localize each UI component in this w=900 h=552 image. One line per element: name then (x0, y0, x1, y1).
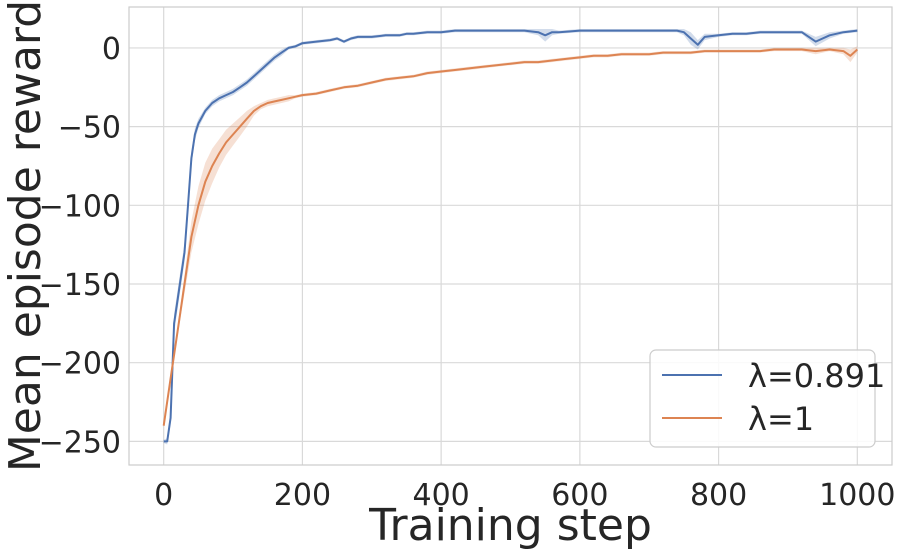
x-axis-title: Training step (368, 500, 652, 551)
y-tick-labels: −250 −200 −150 −100 −50 0 (39, 32, 121, 460)
x-tick-label: 800 (690, 478, 747, 513)
y-tick-label: −250 (39, 425, 121, 460)
plot-frame (128, 6, 893, 466)
y-tick-label: −50 (58, 111, 121, 146)
y-tick-label: 0 (102, 32, 121, 67)
series-lines (162, 29, 858, 443)
x-tick-labels: 0 200 400 600 800 1000 (154, 478, 895, 513)
y-tick-label: −200 (39, 347, 121, 382)
x-tick-label: 200 (274, 478, 331, 513)
legend-label: λ=1 (748, 400, 814, 438)
y-tick-label: −150 (39, 268, 121, 303)
legend-label: λ=0.891 (748, 357, 885, 395)
x-tick-label: 400 (413, 478, 470, 513)
legend: λ=0.891 λ=1 (649, 349, 885, 448)
x-tick-label: 0 (154, 478, 173, 513)
y-tick-label: −100 (39, 189, 121, 224)
y-axis-title: Mean episode reward (0, 0, 51, 472)
x-tick-label: 1000 (819, 478, 895, 513)
x-tick-label: 600 (551, 478, 608, 513)
series-1-line (162, 48, 858, 426)
series-0-line (163, 29, 858, 443)
